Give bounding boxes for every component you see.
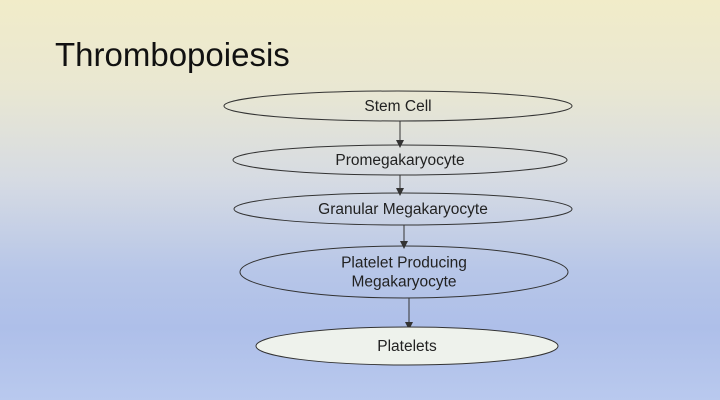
node-platelets: Platelets [255,326,559,366]
nodes-layer: Stem Cell Promegakaryocyte Granular Megaka… [223,90,573,366]
edges-layer [396,121,413,330]
node-granular-megakaryocyte-label: Granular Megakaryocyte [318,201,488,218]
node-stem-cell-shape [223,90,573,122]
node-platelets-label: Platelets [377,338,437,355]
node-platelet-producing-megakaryocyte: Platelet Producing Megakaryocyte [239,245,569,299]
node-promegakaryocyte-label: Promegakaryocyte [335,152,464,169]
node-platelet-producing-megakaryocyte-shape [239,245,569,299]
node-promegakaryocyte: Promegakaryocyte [232,144,568,176]
node-promegakaryocyte-shape [232,144,568,176]
node-platelets-shape [255,326,559,366]
node-stem-cell-label: Stem Cell [364,98,431,115]
node-platelet-producing-megakaryocyte-label: Megakaryocyte [351,274,456,291]
node-granular-megakaryocyte-shape [233,192,573,226]
node-granular-megakaryocyte: Granular Megakaryocyte [233,192,573,226]
node-stem-cell: Stem Cell [223,90,573,122]
node-platelet-producing-megakaryocyte-label: Platelet Producing [341,255,467,272]
slide-title: Thrombopoiesis [55,36,290,73]
